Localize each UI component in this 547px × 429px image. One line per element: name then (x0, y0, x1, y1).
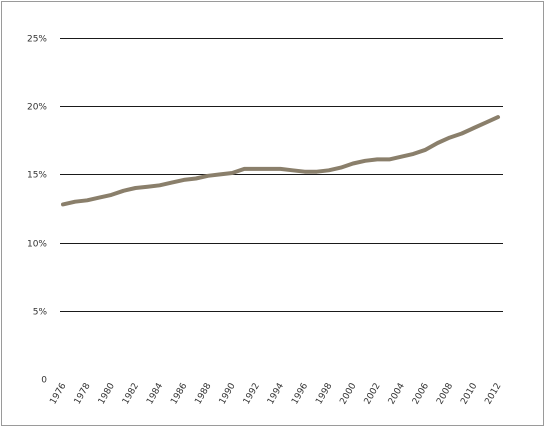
y-tick-label: 15% (27, 171, 47, 181)
y-tick-label: 10% (27, 240, 47, 250)
x-tick-label: 1990 (218, 381, 238, 406)
x-tick-label: 2000 (338, 381, 358, 406)
y-tick-label: 25% (27, 35, 47, 45)
series-line-0 (61, 115, 500, 207)
x-tick-label: 1978 (73, 381, 93, 406)
x-tick-label: 1998 (314, 381, 334, 406)
x-tick-label: 1994 (266, 381, 286, 406)
x-tick-label: 2006 (411, 381, 431, 406)
x-tick-label: 2010 (459, 381, 479, 406)
x-tick-label: 1986 (169, 381, 189, 406)
x-tick-label: 1988 (193, 381, 213, 406)
y-tick-label: 20% (27, 103, 47, 113)
x-tick-label: 2008 (435, 381, 455, 406)
x-axis-tick-labels: 1976 1978 1980 1982 1984 1986 1988 1990 1992 1994… (48, 381, 503, 406)
series-layer (61, 115, 500, 207)
x-tick-label: 2002 (363, 382, 383, 407)
y-tick-label: 5% (33, 308, 48, 318)
x-tick-label: 1996 (290, 381, 310, 406)
gridlines (60, 38, 503, 312)
y-tick-label: 0 (41, 376, 47, 386)
x-tick-label: 1982 (121, 382, 141, 407)
x-tick-label: 1984 (145, 381, 165, 406)
x-tick-label: 1976 (48, 381, 68, 406)
x-tick-label: 2012 (483, 382, 503, 407)
x-tick-label: 2004 (387, 381, 407, 406)
x-tick-label: 1980 (97, 381, 117, 406)
y-axis-tick-labels: 0 5% 10% 15% 20% 25% (27, 35, 47, 386)
x-tick-label: 1992 (242, 382, 262, 407)
